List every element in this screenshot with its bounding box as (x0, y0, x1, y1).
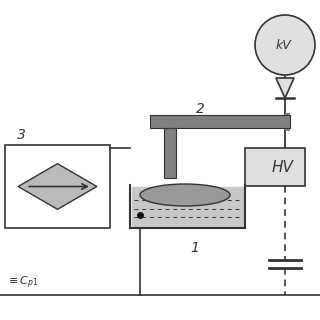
Circle shape (255, 15, 315, 75)
Text: 3: 3 (17, 128, 26, 142)
Text: $\equiv C_{p1}$: $\equiv C_{p1}$ (6, 275, 39, 291)
Text: kV: kV (275, 38, 291, 52)
Polygon shape (18, 164, 97, 209)
Bar (164, 128, 176, 178)
Ellipse shape (140, 184, 230, 206)
Bar (5, 145, 110, 228)
Text: HV: HV (272, 159, 294, 174)
Text: 2: 2 (196, 102, 204, 116)
Bar (245, 148, 305, 186)
Text: 1: 1 (191, 241, 199, 255)
Polygon shape (276, 78, 294, 98)
Bar (150, 115, 290, 128)
Bar (132, 187, 244, 227)
